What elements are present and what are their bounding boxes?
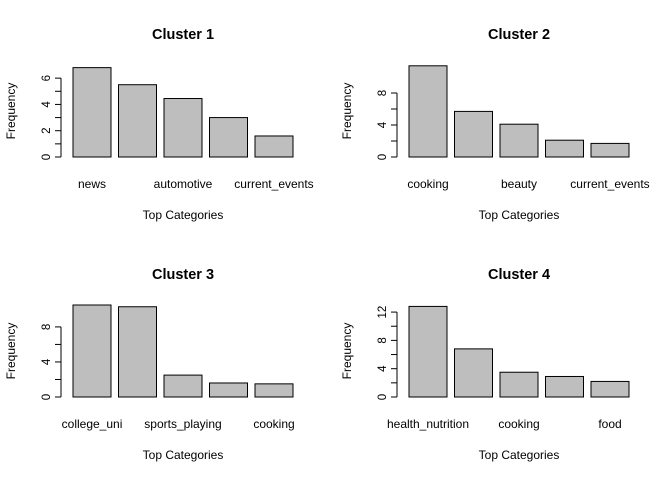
bar xyxy=(163,98,203,158)
bar xyxy=(72,67,112,158)
y-tick-label: 12 xyxy=(377,306,389,319)
y-axis-label: Frequency xyxy=(340,83,354,140)
x-tick-label: cooking xyxy=(253,417,294,431)
bar xyxy=(209,382,248,398)
chart-marks: news automotive current_events 0 2 4 6 xyxy=(41,67,314,191)
cluster-1-panel: Cluster 1 Top Categories Frequency news a… xyxy=(4,27,314,222)
bar xyxy=(254,383,294,398)
bar xyxy=(590,380,630,398)
y-tick-label: 6 xyxy=(41,75,53,81)
bar xyxy=(454,348,493,398)
bar xyxy=(499,371,539,398)
x-tick-label: health_nutrition xyxy=(387,417,469,431)
y-tick-label: 2 xyxy=(41,128,53,134)
y-tick-label: 0 xyxy=(41,394,53,400)
chart-title: Cluster 4 xyxy=(488,267,550,283)
chart-marks: health_nutrition cooking food 0 4 8 12 xyxy=(377,305,630,431)
x-tick-label: news xyxy=(78,177,106,191)
bar xyxy=(545,139,584,158)
x-tick-label: current_events xyxy=(234,177,313,191)
bar xyxy=(454,110,493,158)
y-tick-label: 0 xyxy=(41,154,53,160)
x-tick-label: current_events xyxy=(570,177,649,191)
bar xyxy=(408,65,448,158)
x-tick-label: sports_playing xyxy=(144,417,221,431)
x-tick-label: cooking xyxy=(498,417,539,431)
bar xyxy=(118,306,157,398)
x-axis-label: Top Categories xyxy=(143,208,224,222)
cluster-4-panel: Cluster 4 Top Categories Frequency healt… xyxy=(340,267,630,462)
y-tick-label: 8 xyxy=(377,337,389,343)
bar xyxy=(118,84,157,158)
y-axis-label: Frequency xyxy=(4,83,18,140)
chart-marks: college_uni sports_playing cooking 0 4 8 xyxy=(41,304,295,431)
y-tick-label: 4 xyxy=(41,101,53,108)
y-axis-label: Frequency xyxy=(340,323,354,380)
bar xyxy=(590,142,630,158)
bar xyxy=(254,135,294,158)
cluster-3-panel: Cluster 3 Top Categories Frequency colle… xyxy=(4,267,295,462)
x-axis-label: Top Categories xyxy=(479,208,560,222)
y-tick-label: 8 xyxy=(41,324,53,330)
x-axis-label: Top Categories xyxy=(143,448,224,462)
x-tick-label: automotive xyxy=(154,177,213,191)
chart-title: Cluster 3 xyxy=(152,267,214,283)
chart-title: Cluster 2 xyxy=(488,27,550,43)
y-tick-label: 0 xyxy=(377,394,389,400)
x-axis-label: Top Categories xyxy=(479,448,560,462)
x-tick-label: college_uni xyxy=(62,417,123,431)
x-tick-label: food xyxy=(598,417,621,431)
x-tick-label: beauty xyxy=(501,177,537,191)
bar xyxy=(72,304,112,398)
y-tick-label: 4 xyxy=(377,121,389,128)
y-tick-label: 0 xyxy=(377,154,389,160)
x-tick-label: cooking xyxy=(407,177,448,191)
y-axis-label: Frequency xyxy=(4,323,18,380)
bar xyxy=(545,375,584,398)
bar xyxy=(408,305,448,398)
chart-title: Cluster 1 xyxy=(152,27,214,43)
y-tick-label: 4 xyxy=(41,358,53,365)
y-tick-label: 4 xyxy=(377,365,389,372)
chart-marks: cooking beauty current_events 0 4 8 xyxy=(377,65,650,191)
y-tick-label: 8 xyxy=(377,90,389,96)
bar xyxy=(163,374,203,398)
bar xyxy=(499,123,539,158)
cluster-2-panel: Cluster 2 Top Categories Frequency cooki… xyxy=(340,27,650,222)
bar xyxy=(209,117,248,158)
